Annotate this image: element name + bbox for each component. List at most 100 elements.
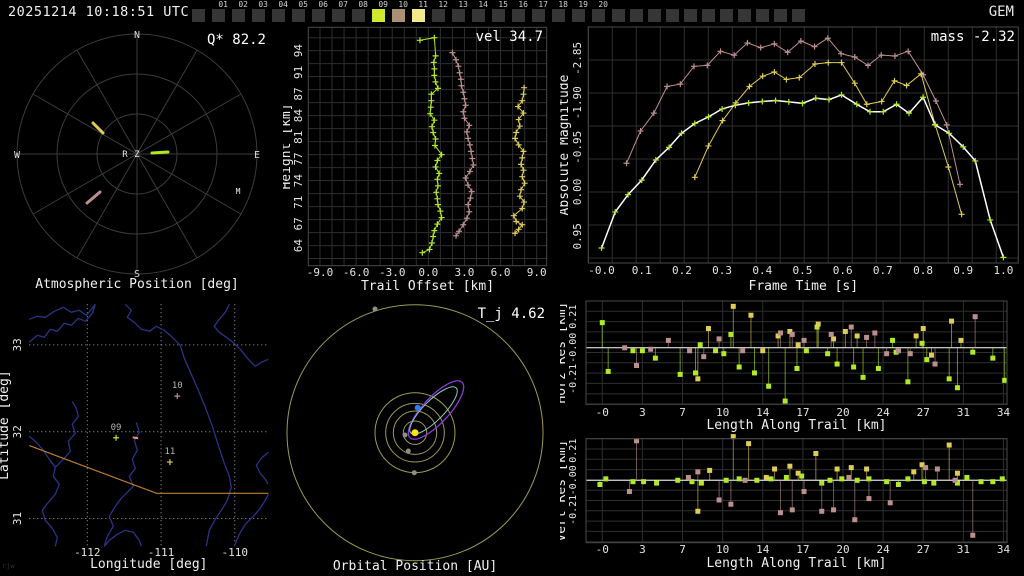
- vert_res-marker-09: [689, 479, 695, 485]
- horz_res-marker-09: [919, 340, 925, 346]
- panel-atmospheric: N S W E R Z M Atmospheric Position [deg] Q* 82.2: [2, 26, 280, 296]
- horz_res-marker-11: [949, 318, 955, 324]
- horz_res-marker-10: [972, 314, 978, 320]
- horz_res-marker-09: [834, 361, 840, 367]
- station-indicator-18[interactable]: 18: [550, 1, 570, 23]
- y-tick-label: 77: [292, 152, 305, 165]
- lon-tick-label: -110: [222, 546, 249, 559]
- river-line: [54, 400, 79, 468]
- station-indicator-10[interactable]: 10: [390, 1, 410, 23]
- vert_res-marker-10: [952, 477, 958, 483]
- station-indicator-13[interactable]: 13: [450, 1, 470, 23]
- x-tick-label: 10: [716, 543, 729, 556]
- horz_res-marker-09: [677, 371, 683, 377]
- station-indicator-blank-28[interactable]: [736, 1, 754, 23]
- tj-metric-label: T_j 4.62: [478, 306, 545, 322]
- station-indicator-03[interactable]: 03: [250, 1, 270, 23]
- credit-text: rjw: [2, 562, 15, 570]
- station-indicator-06[interactable]: 06: [310, 1, 330, 23]
- planet-dot: [402, 432, 408, 438]
- station-indicator-blank-30[interactable]: [772, 1, 790, 23]
- station-number: 06: [318, 0, 328, 9]
- y-tick-label: 0.21: [568, 305, 579, 329]
- station-number: 13: [458, 0, 468, 9]
- horz_res-marker-09: [599, 320, 605, 326]
- river-line: [255, 451, 269, 485]
- river-line: [233, 494, 269, 547]
- polar-label-M: M: [236, 187, 241, 196]
- y-tick-label: 87: [292, 87, 305, 100]
- station-indicator-blank-27[interactable]: [718, 1, 736, 23]
- y-tick-label: 67: [292, 217, 305, 230]
- station-indicator-07[interactable]: 07: [330, 1, 350, 23]
- vert_res-marker-10: [801, 489, 807, 495]
- station-indicator-09[interactable]: 09: [370, 1, 390, 23]
- horz_res-marker-10: [895, 348, 901, 354]
- vert_res-marker-09: [978, 479, 984, 485]
- station-indicator-blank-23[interactable]: [646, 1, 664, 23]
- station-indicator-blank-22[interactable]: [628, 1, 646, 23]
- river-line: [213, 304, 269, 367]
- station-number: 08: [358, 0, 368, 9]
- station-box: [552, 9, 565, 22]
- trail-metric-label: vel 34.7: [476, 29, 543, 45]
- station-indicator-16[interactable]: 16: [510, 1, 530, 23]
- station-indicator-02[interactable]: 02: [230, 1, 250, 23]
- station-box: [702, 9, 715, 22]
- panel-horz_res: -0 3 7 10 14 17 20 24 27 31 34 0.21 -0.00 -0.21 Length…: [554, 296, 1024, 436]
- x-tick-label: 31: [957, 406, 970, 419]
- station-indicator-blank-25[interactable]: [682, 1, 700, 23]
- station-indicator-blank-0[interactable]: [190, 1, 210, 23]
- station-indicator-11[interactable]: 11: [410, 1, 430, 23]
- station-indicator-blank-26[interactable]: [700, 1, 718, 23]
- panel-magnitude: -0.0 0.1 0.2 0.3 0.4 0.5 0.6 0.7 0.8 0.9 1.0 -2.85 -…: [557, 24, 1024, 294]
- station-indicator-blank-29[interactable]: [754, 1, 772, 23]
- vert_res-marker-09: [603, 476, 609, 482]
- meteor-ground-track: [132, 436, 139, 440]
- planet-orbit-circle: [385, 402, 445, 463]
- station-indicator-05[interactable]: 05: [290, 1, 310, 23]
- station-indicator-14[interactable]: 14: [470, 1, 490, 23]
- station-indicator-blank-21[interactable]: [610, 1, 628, 23]
- vert_res-marker-10: [695, 469, 701, 475]
- station-indicator-19[interactable]: 19: [570, 1, 590, 23]
- panel-orbit: Orbital Position [AU] T_j 4.62: [283, 296, 551, 576]
- x-tick-label: 0.1: [632, 264, 652, 277]
- plot-frame: [585, 438, 1008, 544]
- station-indicator-04[interactable]: 04: [270, 1, 290, 23]
- map-station-marker-10: [174, 393, 181, 400]
- y-axis-label: Horz Res [km]: [560, 302, 569, 404]
- vert_res-marker-11: [911, 469, 917, 475]
- vert_res-marker-09: [768, 476, 774, 482]
- panel-svg-atmospheric: N S W E R Z M Atmospheric Position [deg] Q* 82.2: [14, 30, 266, 292]
- station-indicator-20[interactable]: 20: [590, 1, 610, 23]
- station-indicator-blank-31[interactable]: [790, 1, 808, 23]
- station-indicator-15[interactable]: 15: [490, 1, 510, 23]
- vert_res-marker-09: [723, 477, 729, 483]
- station-indicator-01[interactable]: 01: [210, 1, 230, 23]
- x-tick-label: 34: [997, 543, 1011, 556]
- y-tick-label: -0.21: [568, 364, 579, 394]
- station-indicator-17[interactable]: 17: [530, 1, 550, 23]
- station-box: [432, 9, 445, 22]
- horz_res-marker-09: [713, 348, 719, 354]
- station-number: 11: [418, 0, 428, 9]
- station-box: [332, 9, 345, 22]
- horz_res-marker-09: [851, 364, 857, 370]
- horz_res-marker-09: [736, 364, 742, 370]
- station-indicator-blank-24[interactable]: [664, 1, 682, 23]
- y-tick-label: -2.85: [571, 42, 584, 75]
- horz_res-marker-09: [782, 398, 788, 404]
- station-number: 05: [298, 0, 308, 9]
- vert_res-marker-11: [954, 470, 960, 476]
- station-indicator-08[interactable]: 08: [350, 1, 370, 23]
- station-box: [272, 9, 285, 22]
- vert_res-marker-11: [772, 466, 778, 472]
- horz_res-marker-09: [946, 376, 952, 382]
- station-number: 10: [398, 0, 408, 9]
- planet-dot: [405, 448, 411, 454]
- vert_res-marker-10: [634, 438, 640, 444]
- panel-svg-trail: -9.0 -6.0 -3.0 0.0 3.0 6.0 9.0 64 67 71 74 77 81 84 87…: [279, 26, 548, 294]
- station-indicator-12[interactable]: 12: [430, 1, 450, 23]
- vert_res-marker-11: [707, 467, 713, 473]
